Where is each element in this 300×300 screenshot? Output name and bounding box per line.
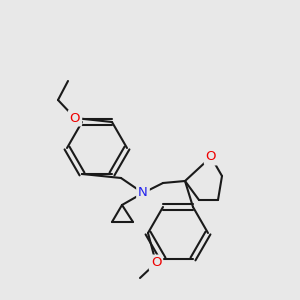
Text: O: O [206, 151, 216, 164]
Text: O: O [151, 256, 161, 269]
Text: N: N [138, 187, 148, 200]
Text: O: O [70, 112, 80, 124]
